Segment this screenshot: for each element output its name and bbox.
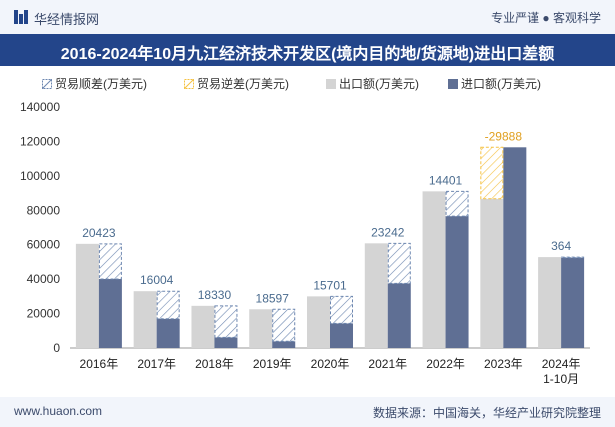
y-tick-label: 0 (53, 341, 60, 355)
import-bar (98, 279, 122, 348)
balance-data-label: 364 (551, 239, 571, 253)
chart-title: 2016-2024年10月九江经济技术开发区(境内目的地/货源地)进出口差额 (60, 46, 555, 63)
deficit-hatch-bar (480, 146, 504, 200)
legend-swatch-deficit (184, 79, 194, 89)
legend-label-deficit: 贸易逆差(万美元) (197, 77, 289, 91)
y-tick-label: 140000 (20, 100, 60, 114)
import-bar (156, 318, 180, 348)
brand-name: 华经情报网 (34, 12, 100, 27)
import-bar (272, 341, 296, 348)
export-bar (480, 198, 504, 348)
surplus-hatch-bar (214, 305, 238, 338)
x-tick-label: 2018年 (195, 357, 234, 371)
surplus-hatch-bar (272, 308, 296, 342)
legend-label-surplus: 贸易顺差(万美元) (55, 77, 147, 91)
x-tick-label: 2023年 (484, 357, 523, 371)
import-bar (445, 216, 469, 348)
surplus-hatch-bar (98, 243, 122, 280)
export-bar (249, 309, 273, 348)
import-bar (503, 147, 527, 348)
x-tick-label: 2022年 (426, 357, 465, 371)
legend-label-export: 出口额(万美元) (339, 77, 419, 91)
balance-data-label: 20423 (82, 226, 116, 240)
import-bar (330, 323, 353, 348)
y-tick-label: 40000 (27, 272, 61, 286)
huajing-logo-icon (14, 10, 28, 24)
legend-item-deficit: 贸易逆差(万美元) (184, 75, 289, 92)
balance-data-label: 18597 (256, 291, 290, 305)
x-tick-label: 2024年 (542, 357, 581, 371)
x-tick-label: 1-10月 (543, 372, 579, 386)
y-tick-label: 100000 (20, 169, 60, 183)
y-tick-label: 20000 (27, 307, 61, 321)
export-bar (133, 291, 157, 348)
import-bar (214, 337, 238, 348)
import-bar (561, 257, 585, 348)
balance-data-label: 16004 (140, 273, 174, 287)
export-bar (422, 191, 446, 348)
y-tick-label: 80000 (27, 203, 61, 217)
balance-data-label: 15701 (313, 278, 347, 292)
surplus-hatch-bar (156, 290, 180, 320)
balance-data-label: 14401 (429, 173, 463, 187)
surplus-hatch-bar (561, 256, 585, 259)
trade-balance-chart: 0 20000 40000 60000 80000 100000 120000 140000 2… (20, 100, 590, 386)
surplus-hatch-bar (445, 190, 469, 217)
export-bar (307, 296, 330, 348)
balance-data-label: 23242 (371, 225, 405, 239)
legend-item-import: 进口额(万美元) (448, 75, 541, 92)
footer-source: 数据来源：中国海关，华经产业研究院整理 (372, 406, 601, 420)
export-bar (364, 243, 388, 348)
export-bar (191, 305, 215, 348)
footer-site: www.huaon.com (14, 404, 103, 418)
legend-item-export: 出口额(万美元) (326, 75, 419, 92)
legend-item-surplus: 贸易顺差(万美元) (42, 75, 147, 92)
import-bar (387, 283, 411, 348)
surplus-hatch-bar (387, 242, 411, 284)
footer: www.huaon.com 数据来源：中国海关，华经产业研究院整理 (0, 397, 615, 427)
y-tick-label: 60000 (27, 238, 61, 252)
legend-swatch-surplus (42, 79, 52, 89)
legend-label-import: 进口额(万美元) (461, 77, 541, 91)
x-tick-label: 2019年 (253, 357, 292, 371)
y-tick-label: 120000 (20, 134, 60, 148)
x-tick-label: 2017年 (137, 357, 176, 371)
tagline: 专业严谨 ● 客观科学 (491, 11, 601, 25)
x-tick-label: 2021年 (368, 357, 407, 371)
export-bar (538, 257, 562, 348)
x-tick-label: 2020年 (311, 357, 350, 371)
balance-data-label: 18330 (198, 288, 232, 302)
title-bar: 2016-2024年10月九江经济技术开发区(境内目的地/货源地)进出口差额 (0, 34, 615, 66)
export-bar (75, 243, 99, 348)
balance-data-label: -29888 (485, 129, 523, 143)
top-bar: 华经情报网 专业严谨 ● 客观科学 (0, 0, 615, 34)
surplus-hatch-bar (330, 295, 353, 324)
legend-swatch-export (326, 79, 336, 89)
legend-swatch-import (448, 79, 458, 89)
x-tick-label: 2016年 (80, 357, 119, 371)
